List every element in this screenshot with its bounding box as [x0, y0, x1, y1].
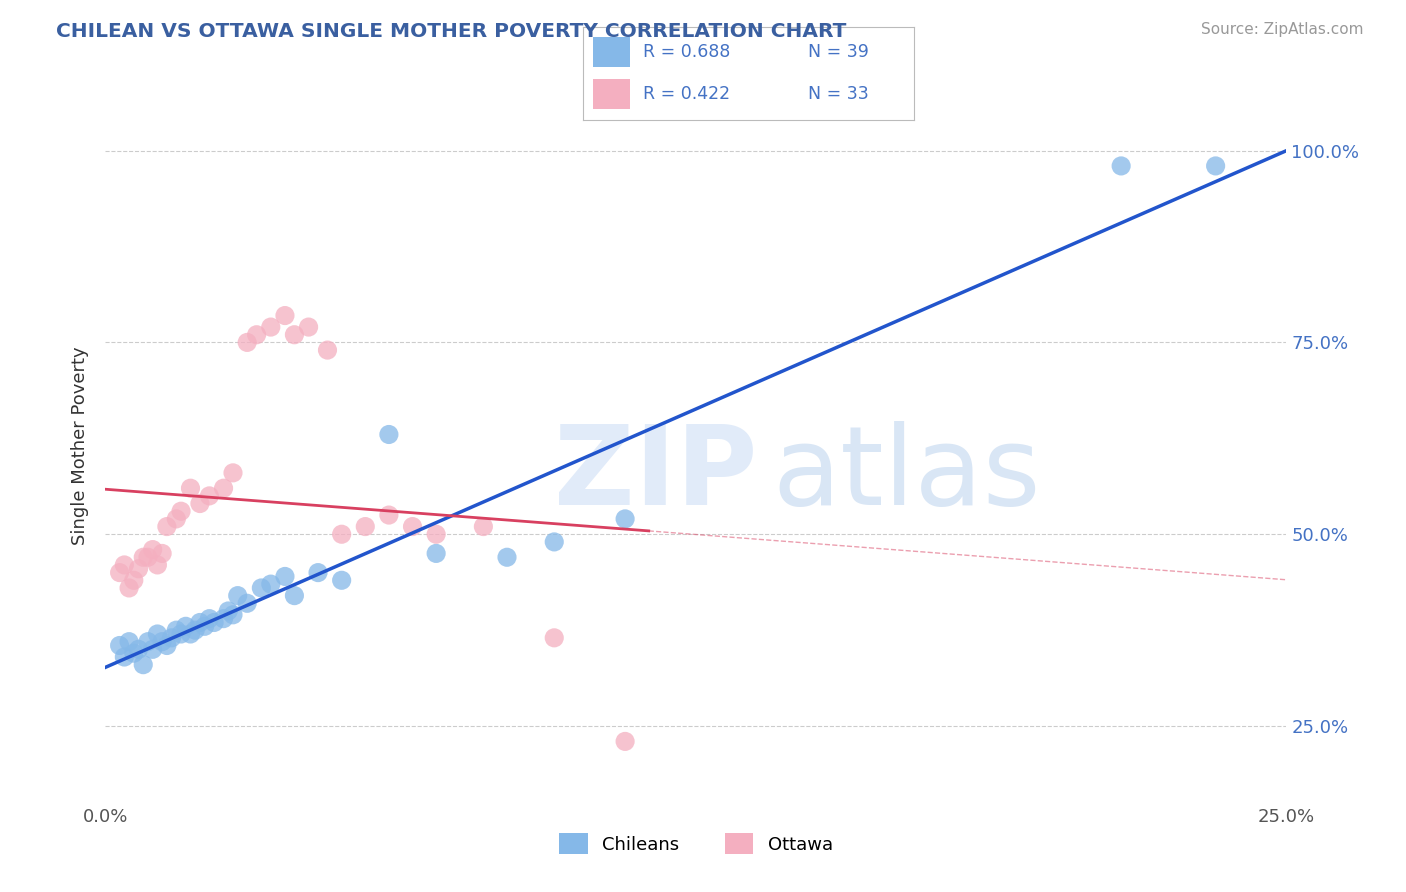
Point: [1109, 159, 1132, 173]
Text: N = 33: N = 33: [808, 86, 869, 103]
Point: [112, 650, 135, 665]
Point: [146, 627, 169, 641]
Point: [250, 581, 273, 595]
Point: [146, 558, 169, 572]
Point: [401, 519, 423, 533]
Point: [274, 309, 297, 323]
Point: [170, 627, 193, 641]
Point: [246, 327, 269, 342]
Point: [260, 577, 283, 591]
Point: [274, 569, 297, 583]
Point: [108, 566, 131, 580]
Point: [307, 566, 329, 580]
Y-axis label: Single Mother Poverty: Single Mother Poverty: [72, 347, 90, 545]
Point: [156, 519, 179, 533]
Point: [179, 481, 201, 495]
Point: [222, 466, 245, 480]
Text: R = 0.688: R = 0.688: [643, 43, 730, 61]
Point: [202, 615, 225, 630]
Point: [354, 519, 377, 533]
Point: [496, 550, 519, 565]
Point: [543, 631, 565, 645]
Point: [212, 481, 235, 495]
Point: [174, 619, 197, 633]
Point: [150, 634, 173, 648]
Point: [170, 504, 193, 518]
Point: [136, 634, 159, 648]
Point: [150, 546, 173, 560]
Point: [198, 489, 221, 503]
Point: [112, 558, 135, 572]
Text: Source: ZipAtlas.com: Source: ZipAtlas.com: [1201, 22, 1364, 37]
FancyBboxPatch shape: [593, 37, 630, 67]
Point: [425, 546, 447, 560]
Point: [236, 596, 259, 610]
Point: [142, 642, 165, 657]
Point: [1205, 159, 1227, 173]
Text: atlas: atlas: [773, 421, 1042, 528]
Point: [165, 512, 187, 526]
Point: [222, 607, 245, 622]
Point: [236, 335, 259, 350]
Point: [179, 627, 201, 641]
Text: N = 39: N = 39: [808, 43, 869, 61]
Point: [136, 550, 159, 565]
Point: [132, 550, 155, 565]
FancyBboxPatch shape: [593, 79, 630, 109]
Point: [108, 639, 131, 653]
Point: [122, 646, 145, 660]
Point: [160, 631, 183, 645]
Point: [194, 619, 217, 633]
Point: [156, 639, 179, 653]
Point: [316, 343, 339, 357]
Point: [188, 615, 211, 630]
Point: [128, 642, 150, 657]
Point: [472, 519, 495, 533]
Text: R = 0.422: R = 0.422: [643, 86, 730, 103]
Point: [212, 612, 235, 626]
Point: [184, 623, 207, 637]
Point: [614, 734, 637, 748]
Point: [128, 562, 150, 576]
Point: [425, 527, 447, 541]
Point: [217, 604, 239, 618]
Point: [378, 508, 401, 522]
Point: [226, 589, 249, 603]
Point: [378, 427, 401, 442]
Point: [118, 581, 141, 595]
Point: [142, 542, 165, 557]
Point: [122, 574, 145, 588]
Point: [283, 327, 305, 342]
Point: [330, 574, 353, 588]
Text: ZIP: ZIP: [554, 421, 758, 528]
Point: [132, 657, 155, 672]
Point: [118, 634, 141, 648]
Point: [260, 320, 283, 334]
Legend: Chileans, Ottawa: Chileans, Ottawa: [551, 826, 841, 862]
Point: [297, 320, 319, 334]
Point: [165, 623, 187, 637]
Point: [198, 612, 221, 626]
Text: CHILEAN VS OTTAWA SINGLE MOTHER POVERTY CORRELATION CHART: CHILEAN VS OTTAWA SINGLE MOTHER POVERTY …: [56, 22, 846, 41]
Point: [283, 589, 305, 603]
Point: [188, 497, 211, 511]
Point: [543, 535, 565, 549]
Point: [614, 512, 637, 526]
Point: [330, 527, 353, 541]
